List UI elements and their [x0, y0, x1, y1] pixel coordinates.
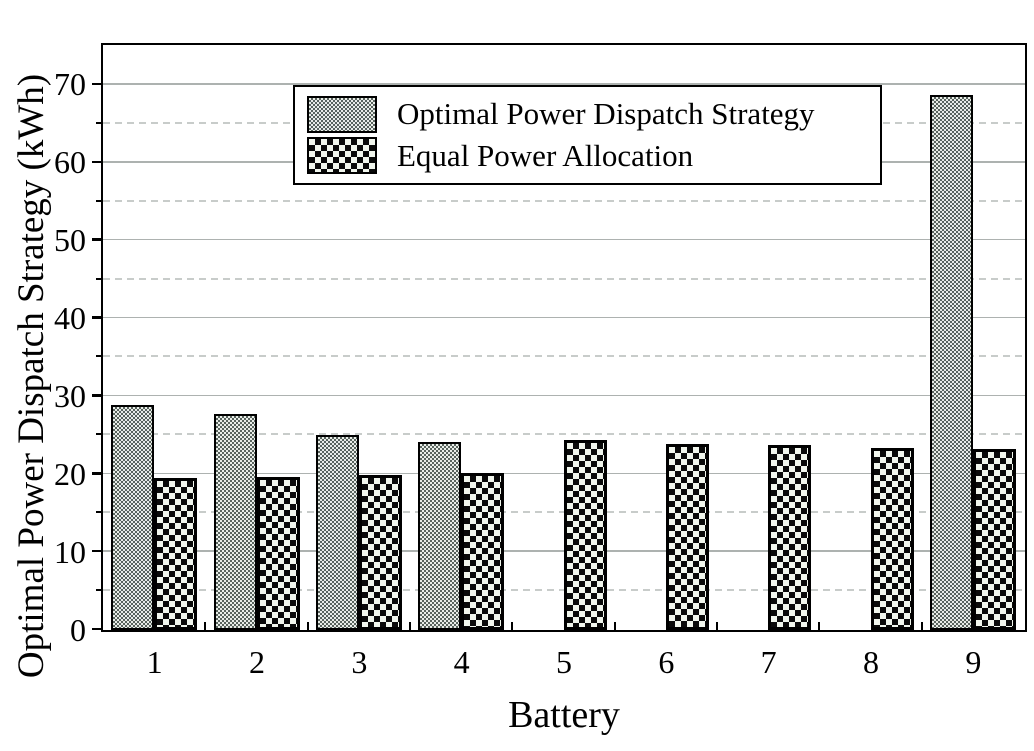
- x-category-label-2: 2: [249, 644, 265, 680]
- x-category-label-4: 4: [453, 644, 470, 680]
- x-category-label-3: 3: [351, 644, 368, 680]
- y-tick-50: [92, 238, 101, 241]
- legend-swatch-optimal-pattern: [307, 95, 377, 133]
- x-tick-8: [920, 622, 923, 630]
- x-category-label-5: 5: [556, 644, 572, 680]
- x-axis-title: Battery: [508, 694, 620, 736]
- y-tick-60: [92, 160, 101, 164]
- x-tick-2: [306, 622, 309, 630]
- y-minor-tick-55: [96, 199, 101, 202]
- legend-item-equal: Equal Power Allocation: [307, 137, 868, 175]
- y-minor-tick-45: [96, 277, 101, 280]
- bar-optimal-9: [929, 95, 973, 630]
- bar-equal-3: [358, 475, 402, 630]
- bar-equal-6: [665, 444, 709, 630]
- gridline-minor-45: [103, 277, 1025, 280]
- plot-area: Optimal Power Dispatch Strategy Equal Po…: [92, 43, 1027, 632]
- bar-optimal-3: [315, 435, 359, 630]
- y-minor-tick-5: [96, 589, 101, 592]
- y-tick-label-60: 60: [54, 144, 86, 181]
- gridline-major-40: [103, 316, 1025, 319]
- y-tick-label-20: 20: [54, 455, 86, 492]
- y-tick-label-0: 0: [70, 611, 86, 648]
- gridline-major-70: [103, 83, 1025, 85]
- x-category-label-8: 8: [863, 644, 879, 680]
- legend-label-equal: Equal Power Allocation: [397, 137, 694, 173]
- bar-equal-2: [256, 477, 300, 630]
- x-tick-7: [818, 622, 821, 630]
- bar-equal-1: [154, 478, 198, 630]
- bar-equal-9: [972, 449, 1016, 630]
- gridline-minor-55: [103, 199, 1025, 202]
- bar-optimal-2: [213, 414, 257, 630]
- y-minor-tick-15: [96, 511, 101, 514]
- x-category-label-1: 1: [146, 644, 163, 680]
- x-tick-6: [716, 622, 718, 630]
- gridline-major-30: [103, 394, 1025, 397]
- y-minor-tick-25: [96, 433, 101, 436]
- gridline-minor-25: [103, 433, 1025, 436]
- y-tick-label-30: 30: [54, 377, 86, 414]
- x-category-label-9: 9: [965, 644, 982, 680]
- legend-label-optimal: Optimal Power Dispatch Strategy: [397, 96, 815, 132]
- y-tick-20: [92, 472, 101, 475]
- bar-equal-5: [563, 440, 607, 630]
- y-tick-label-70: 70: [54, 66, 86, 103]
- x-tick-1: [204, 622, 207, 630]
- x-category-label-7: 7: [760, 644, 777, 680]
- bar-equal-7: [768, 445, 812, 630]
- y-tick-label-40: 40: [54, 300, 86, 337]
- legend-item-optimal: Optimal Power Dispatch Strategy: [307, 95, 868, 133]
- bar-optimal-4: [418, 442, 462, 630]
- legend: Optimal Power Dispatch Strategy Equal Po…: [293, 85, 882, 185]
- legend-swatch-equal-pattern: [307, 137, 377, 175]
- x-tick-4: [511, 622, 514, 630]
- gridline-major-50: [103, 238, 1025, 241]
- y-tick-40: [92, 316, 101, 319]
- y-tick-70: [92, 82, 101, 86]
- x-category-label-6: 6: [658, 644, 675, 680]
- x-tick-3: [409, 622, 411, 630]
- y-tick-label-10: 10: [54, 533, 86, 570]
- bar-equal-8: [870, 448, 914, 630]
- gridline-minor-35: [103, 355, 1025, 358]
- y-minor-tick-65: [96, 121, 101, 124]
- bar-optimal-1: [111, 405, 155, 630]
- y-tick-0: [92, 627, 101, 631]
- y-tick-label-50: 50: [54, 222, 86, 259]
- bar-equal-4: [461, 473, 505, 630]
- y-tick-30: [92, 394, 101, 397]
- y-tick-10: [92, 549, 101, 553]
- y-minor-tick-35: [96, 355, 101, 358]
- x-tick-5: [613, 622, 616, 630]
